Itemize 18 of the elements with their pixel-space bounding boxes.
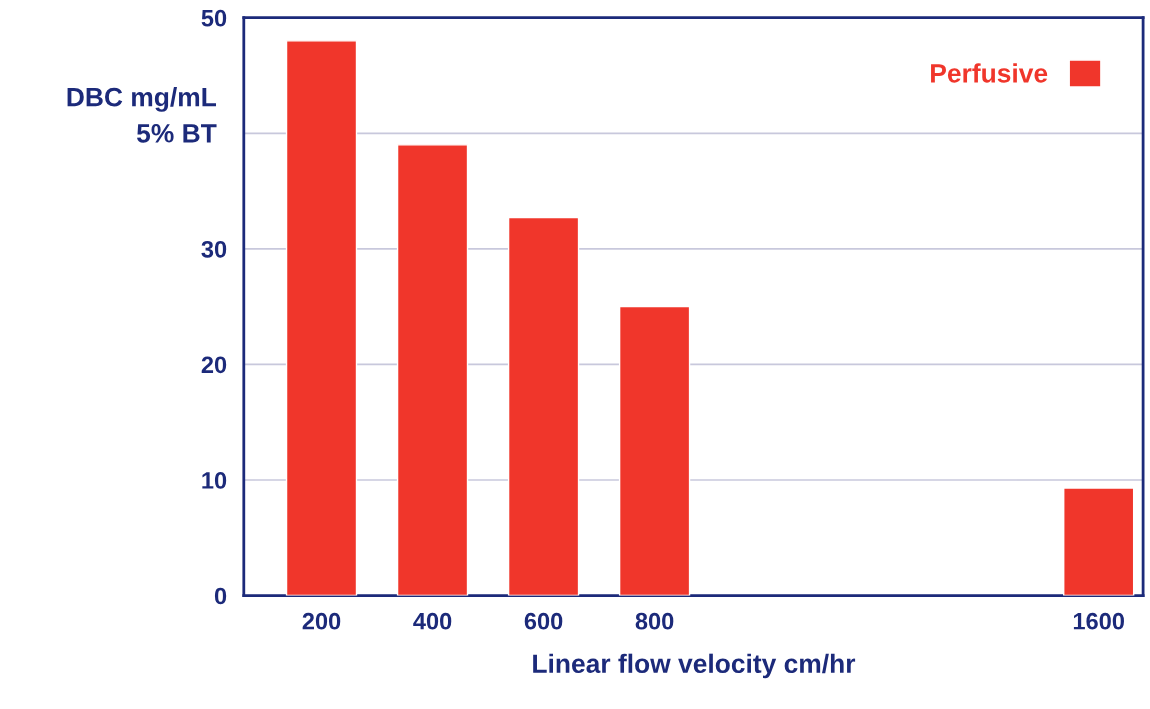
x-tick-label: 1600 [1073,612,1124,630]
x-tick-label: 400 [413,612,452,630]
bar [285,40,358,596]
y-tick-label: 10 [202,472,227,489]
legend-label: Perfusive [931,63,1048,83]
x-tick-label: 600 [524,612,563,630]
bar [507,216,580,596]
y-tick-label: 30 [201,240,227,258]
x-axis-title: Linear flow velocity cm/hr [533,653,856,679]
y-tick-label: 0 [214,587,227,605]
y-axis-title: DBC mg/mL 5% BT [67,87,217,143]
bar [396,144,469,596]
y-tick-label: 20 [201,356,227,374]
bar [618,305,691,596]
x-tick-label: 800 [635,612,674,630]
bar [1063,487,1135,596]
y-tick-label: 50 [201,9,227,27]
x-tick-label: 200 [302,612,341,630]
